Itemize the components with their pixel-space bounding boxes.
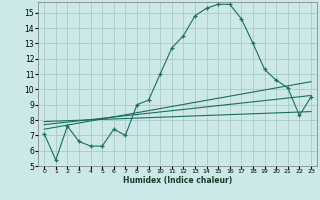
X-axis label: Humidex (Indice chaleur): Humidex (Indice chaleur) — [123, 176, 232, 185]
